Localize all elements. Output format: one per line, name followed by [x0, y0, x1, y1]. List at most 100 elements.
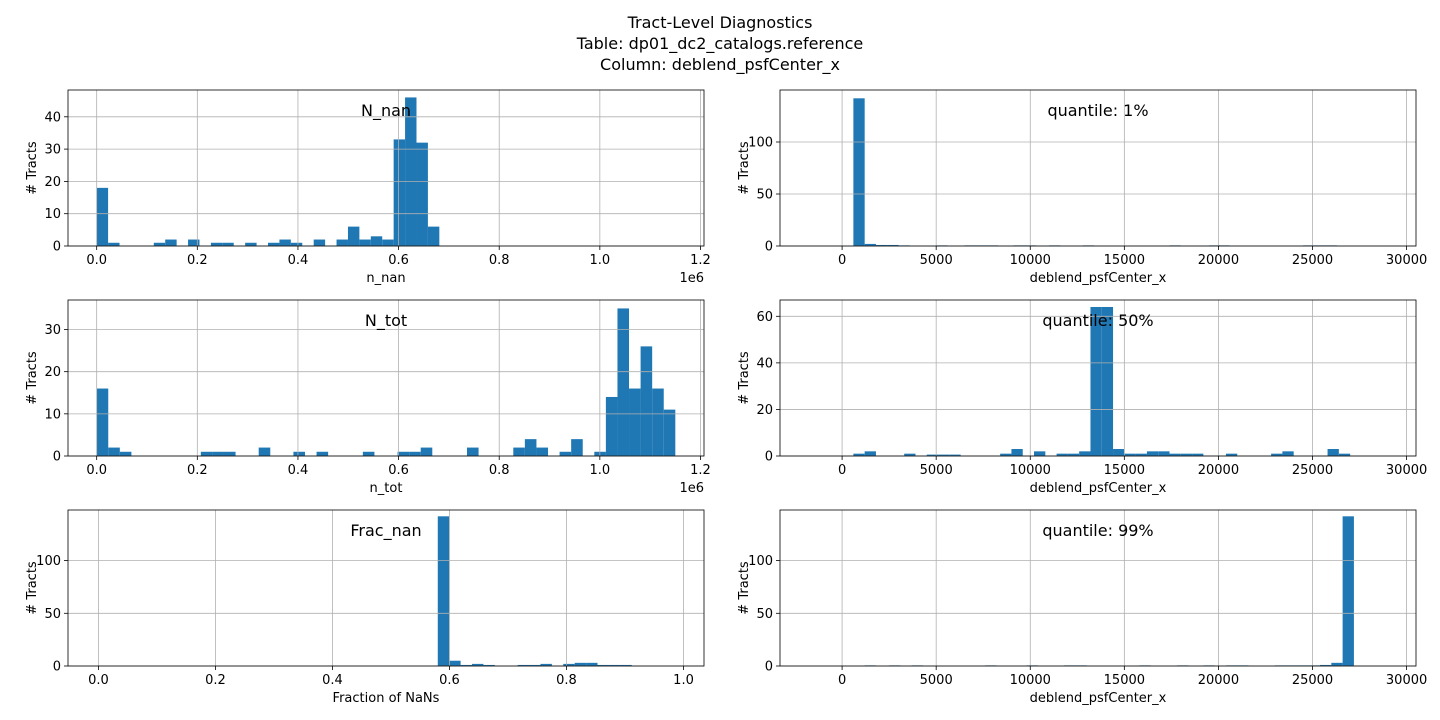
histogram-bar	[393, 139, 406, 246]
y-tick-label: 0	[765, 240, 773, 255]
histogram-bar	[904, 453, 916, 456]
y-axis-label: # Tracts	[25, 561, 40, 615]
x-tick-label: 15000	[1104, 463, 1145, 478]
x-tick-label: 20000	[1198, 253, 1239, 268]
x-axis-label: deblend_psfCenter_x	[1030, 271, 1167, 286]
histogram-bar	[1158, 451, 1170, 456]
histogram-bar	[1342, 516, 1354, 666]
histogram-bar	[313, 239, 326, 246]
y-tick-label: 10	[44, 407, 61, 422]
histogram-bar	[119, 451, 132, 456]
y-tick-label: 50	[756, 188, 773, 203]
panel-annotation: quantile: 1%	[1047, 101, 1148, 120]
histogram-bar	[1113, 449, 1125, 456]
x-tick-label: 1.0	[590, 253, 611, 268]
histogram-bar	[397, 451, 410, 456]
histogram-bar	[875, 244, 888, 246]
histogram-bar	[559, 451, 572, 456]
histogram-bar	[467, 447, 479, 456]
histogram-bar	[1320, 664, 1332, 666]
y-tick-label: 100	[36, 554, 61, 569]
x-axis-label: deblend_psfCenter_x	[1030, 481, 1167, 496]
histogram-panel-1: 0.0 0.2 0.4 0.6 0.8 1.0 1.2 0 10 20 30 40 n_nan # Tra…	[25, 89, 711, 286]
x-tick-label: 0.6	[439, 673, 460, 688]
figure-title-line-1: Tract-Level Diagnostics	[627, 13, 813, 32]
histogram-panel-6: 0 5000 10000 15000 20000 25000 30000 0 50 100 debl…	[737, 509, 1427, 706]
y-tick-label: 40	[756, 356, 773, 371]
histogram-bar	[1180, 453, 1193, 456]
y-tick-label: 20	[756, 403, 773, 418]
y-axis-label: # Tracts	[25, 351, 40, 405]
x-tick-label: 0.8	[489, 253, 510, 268]
histogram-bar	[279, 239, 291, 246]
histogram-bar	[629, 388, 641, 456]
histogram-bar	[420, 447, 433, 456]
y-tick-label: 0	[53, 240, 61, 255]
x-axis-label: Fraction of NaNs	[333, 691, 440, 706]
x-tick-label: 1.2	[690, 463, 711, 478]
x-tick-label: 0.4	[322, 673, 343, 688]
x-tick-label: 0.0	[88, 673, 109, 688]
axes-frame	[779, 299, 1417, 457]
histogram-bar	[949, 454, 961, 456]
histogram-bar	[529, 664, 541, 666]
histogram-bar	[517, 664, 530, 666]
histogram-bar	[460, 664, 473, 666]
panel-annotation: quantile: 99%	[1042, 521, 1153, 540]
histogram-bar	[608, 664, 621, 666]
y-tick-label: 100	[748, 136, 773, 151]
histogram-bar	[212, 451, 224, 456]
histogram-panel-3: 0.0 0.2 0.4 0.6 0.8 1.0 1.2 0 10 20 30 n_tot # Tract…	[25, 299, 711, 496]
histogram-bar	[640, 346, 653, 456]
figure-title-line-2: Table: dp01_dc2_catalogs.reference	[576, 34, 864, 54]
x-tick-label: 0.2	[187, 463, 208, 478]
x-tick-label: 15000	[1104, 673, 1145, 688]
histogram-bar	[586, 662, 598, 666]
histogram-bar	[887, 244, 899, 246]
histogram-bar	[1090, 306, 1102, 456]
histogram-bar	[336, 239, 348, 246]
figure-title-line-3: Column: deblend_psfCenter_x	[600, 55, 840, 75]
histogram-bar	[1169, 453, 1181, 456]
axes-frame	[779, 509, 1417, 667]
histogram-bar	[1146, 451, 1159, 456]
histogram-panel-4: 0 5000 10000 15000 20000 25000 30000 0 20 40 60 deb…	[737, 299, 1427, 496]
x-tick-label: 25000	[1292, 463, 1333, 478]
histogram-bar	[571, 439, 583, 456]
histogram-bar	[290, 242, 303, 246]
x-tick-label: 25000	[1292, 673, 1333, 688]
panel-annotation: N_nan	[361, 101, 411, 121]
histogram-bar	[223, 451, 236, 456]
histogram-bar	[574, 662, 587, 666]
x-tick-label: 1.0	[673, 673, 694, 688]
y-tick-label: 20	[44, 175, 61, 190]
x-tick-label: 1.2	[690, 253, 711, 268]
histogram-panel-5: 0.0 0.2 0.4 0.6 0.8 1.0 0 50 100 Fraction of NaNs…	[25, 509, 705, 706]
histogram-bar	[472, 663, 484, 666]
x-tick-label: 0.4	[288, 253, 309, 268]
histogram-bar	[96, 187, 109, 246]
x-tick-label: 20000	[1198, 463, 1239, 478]
histogram-bar	[1135, 453, 1147, 456]
x-tick-label: 0	[838, 253, 846, 268]
panel-annotation: N_tot	[365, 311, 407, 331]
axes-frame	[779, 89, 1417, 247]
x-tick-label: 5000	[920, 673, 953, 688]
histogram-bar	[1124, 453, 1136, 456]
histogram-bar	[1338, 453, 1351, 456]
histogram-bar	[1056, 453, 1068, 456]
histogram-bar	[513, 447, 525, 456]
y-tick-label: 0	[53, 450, 61, 465]
histogram-bar	[1331, 662, 1343, 666]
panel-annotation: Frac_nan	[350, 521, 421, 541]
histogram-bar	[1282, 451, 1294, 456]
histogram-bar	[1011, 449, 1023, 456]
histogram-bar	[853, 453, 865, 456]
y-axis-label: # Tracts	[737, 351, 752, 405]
x-tick-label: 5000	[920, 463, 953, 478]
y-tick-label: 100	[748, 554, 773, 569]
y-tick-label: 40	[44, 110, 61, 125]
y-axis-label: # Tracts	[737, 141, 752, 195]
axes-frame	[67, 509, 705, 667]
